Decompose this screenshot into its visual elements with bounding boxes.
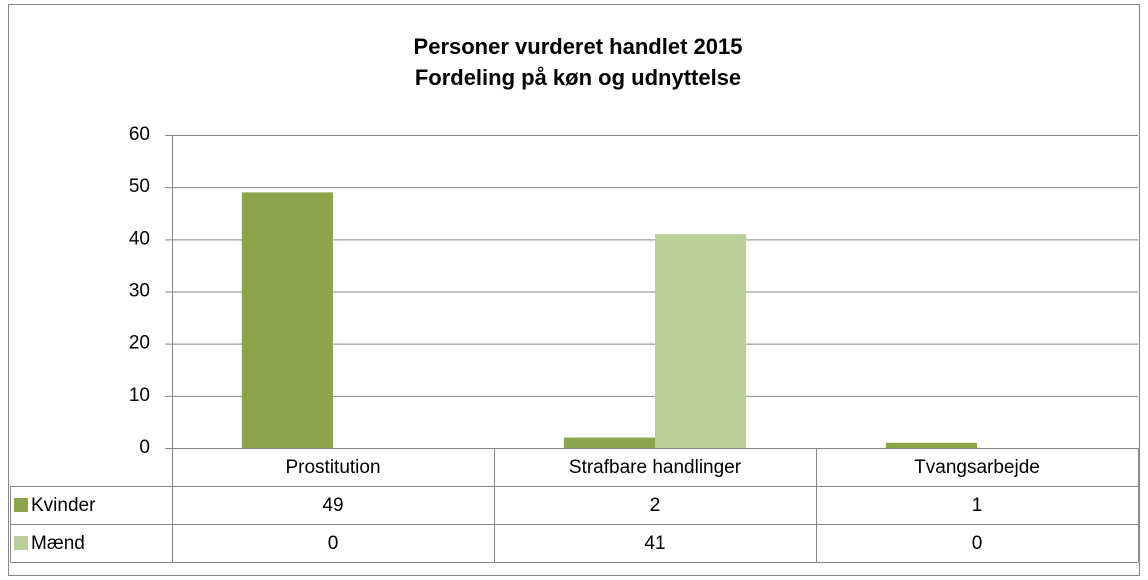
table-value: 1	[972, 495, 983, 516]
y-tick-label: 60	[129, 124, 150, 145]
bar	[563, 437, 655, 448]
x-tick-label: Strafbare handlinger	[569, 457, 742, 478]
x-tick-label: Prostitution	[285, 457, 380, 478]
y-tick-label: 40	[129, 228, 150, 249]
chart-title: Personer vurderet handlet 2015	[414, 34, 743, 59]
y-tick-label: 10	[129, 385, 150, 406]
table-value: 49	[322, 495, 343, 516]
y-tick-label: 0	[139, 437, 150, 458]
x-tick-label: Tvangsarbejde	[914, 457, 1040, 478]
y-tick-label: 30	[129, 281, 150, 302]
legend-swatch	[14, 536, 28, 550]
y-tick-label: 50	[129, 176, 150, 197]
legend-label: Kvinder	[31, 495, 96, 516]
bar	[655, 234, 747, 448]
table-value: 0	[972, 533, 983, 554]
table-value: 2	[650, 495, 661, 516]
bar	[885, 442, 977, 448]
chart-subtitle: Fordeling på køn og udnyttelse	[415, 65, 741, 90]
table-value: 41	[644, 533, 665, 554]
bar	[241, 192, 333, 448]
chart-frame	[8, 4, 1140, 576]
legend-swatch	[14, 498, 28, 512]
legend-label: Mænd	[31, 533, 85, 554]
y-tick-label: 20	[129, 333, 150, 354]
table-value: 0	[328, 533, 339, 554]
